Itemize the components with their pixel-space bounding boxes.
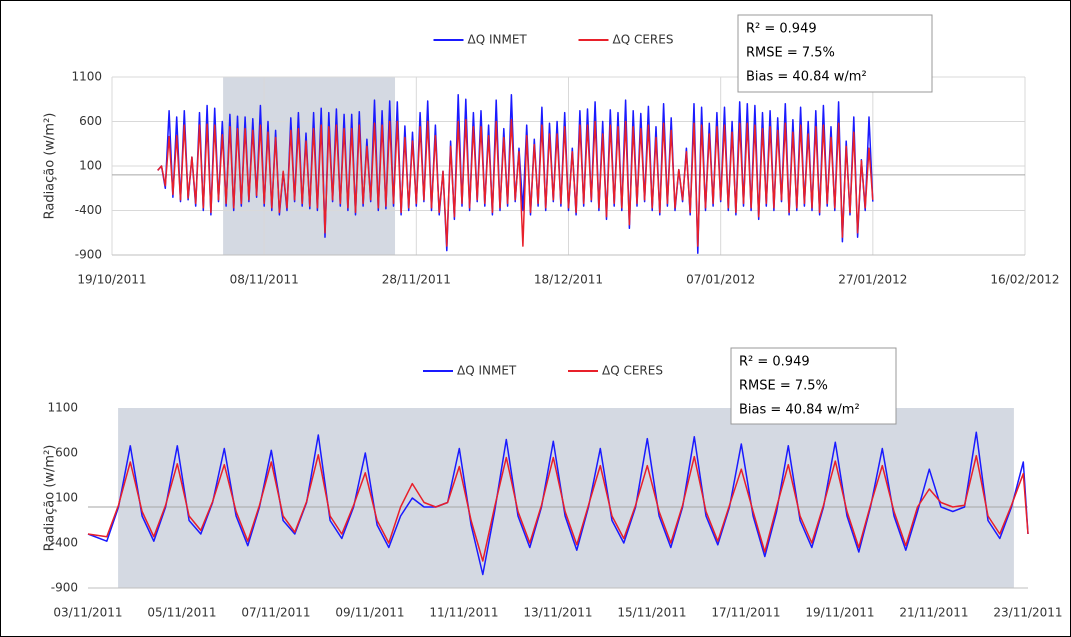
series-line — [87, 454, 1029, 562]
y-tick-label: 100 — [55, 491, 78, 505]
y-tick-label: -900 — [51, 581, 78, 595]
x-tick-label: 11/11/2011 — [429, 606, 498, 620]
annotation-text: Bias = 40.84 w/m² — [746, 70, 867, 85]
series-line — [157, 118, 874, 247]
y-axis-label: Radiação (w/m²) — [43, 445, 58, 552]
x-tick-label: 18/12/2011 — [534, 273, 603, 287]
x-tick-label: 28/11/2011 — [382, 273, 451, 287]
y-tick-label: -900 — [75, 248, 102, 262]
y-tick-label: 600 — [79, 114, 102, 128]
legend-label: ΔQ CERES — [613, 33, 674, 47]
x-tick-label: 27/01/2012 — [838, 273, 907, 287]
legend-label: ΔQ INMET — [468, 33, 528, 47]
x-tick-label: 19/11/2011 — [805, 606, 874, 620]
annotation-box — [737, 14, 933, 93]
x-tick-label: 16/02/2012 — [990, 273, 1059, 287]
shaded-range — [118, 408, 1014, 588]
annotation-text: RMSE = 7.5% — [739, 379, 828, 394]
x-tick-label: 05/11/2011 — [147, 606, 216, 620]
y-axis-label: Radiação (w/m²) — [43, 113, 58, 220]
x-tick-label: 13/11/2011 — [523, 606, 592, 620]
annotation-text: R² = 0.949 — [739, 355, 810, 370]
x-tick-label: 23/11/2011 — [993, 606, 1062, 620]
legend-label: ΔQ INMET — [457, 364, 517, 378]
annotation-box — [730, 347, 897, 425]
x-tick-label: 19/10/2011 — [77, 273, 146, 287]
series-line — [87, 431, 1029, 576]
y-tick-label: 1100 — [71, 70, 102, 84]
x-tick-label: 03/11/2011 — [53, 606, 122, 620]
legend-label: ΔQ CERES — [602, 364, 663, 378]
y-tick-label: 1100 — [47, 401, 78, 415]
annotation-text: RMSE = 7.5% — [746, 46, 835, 61]
x-tick-label: 17/11/2011 — [711, 606, 780, 620]
x-tick-label: 07/11/2011 — [241, 606, 310, 620]
x-tick-label: 08/11/2011 — [230, 273, 299, 287]
annotation-text: Bias = 40.84 w/m² — [739, 403, 860, 418]
y-tick-label: -400 — [75, 203, 102, 217]
y-tick-label: -400 — [51, 536, 78, 550]
x-tick-label: 21/11/2011 — [899, 606, 968, 620]
x-tick-label: 09/11/2011 — [335, 606, 404, 620]
x-tick-label: 15/11/2011 — [617, 606, 686, 620]
y-tick-label: 600 — [55, 446, 78, 460]
y-tick-label: 100 — [79, 159, 102, 173]
x-tick-label: 07/01/2012 — [686, 273, 755, 287]
annotation-text: R² = 0.949 — [746, 22, 817, 37]
